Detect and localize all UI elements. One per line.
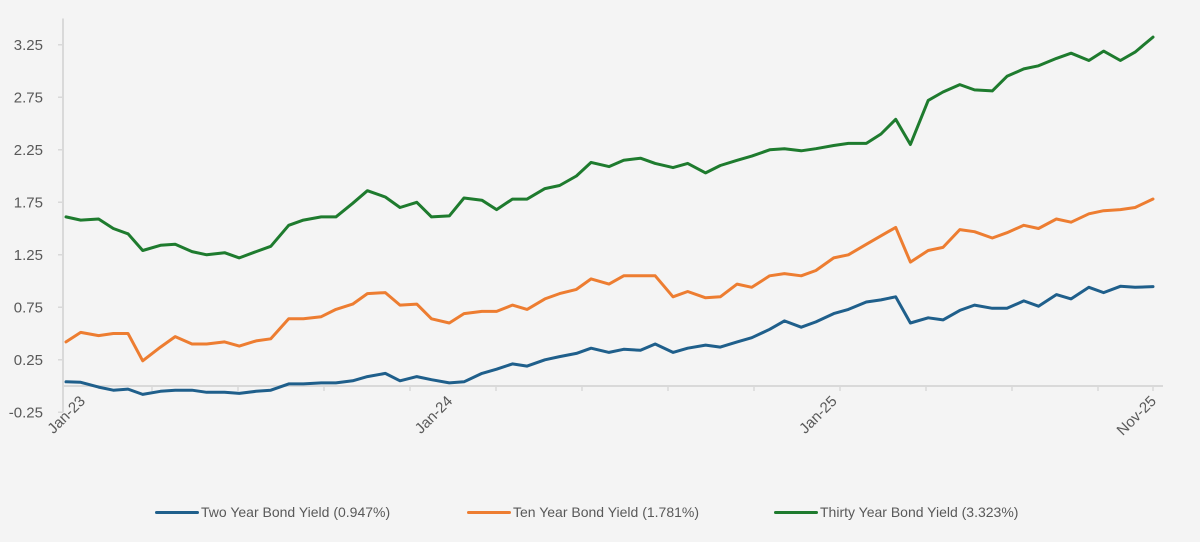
legend-label-thirty-year: Thirty Year Bond Yield (3.323%) <box>820 504 1019 520</box>
x-tick-label: Nov-25 <box>1114 393 1160 439</box>
x-tick-label: Jan-24 <box>412 393 456 437</box>
bond-yield-line-chart: 3.25 2.75 2.25 1.75 1.25 0.75 0.25 -0.25 Jan-23… <box>9 18 1163 439</box>
y-tick-label: -0.25 <box>9 404 43 421</box>
legend-item-thirty-year: Thirty Year Bond Yield (3.323%) <box>774 500 1018 524</box>
legend-swatch-ten-year <box>467 510 511 514</box>
legend-item-ten-year: Ten Year Bond Yield (1.781%) <box>467 500 699 524</box>
legend-item-two-year: Two Year Bond Yield (0.947%) <box>155 500 390 524</box>
series-line-thirty-year <box>64 35 1155 260</box>
axes <box>58 18 1163 413</box>
y-tick-label: 1.25 <box>14 247 43 264</box>
x-tick-label: Jan-23 <box>44 393 88 437</box>
y-axis-tick-labels: 3.25 2.75 2.25 1.75 1.25 0.75 0.25 -0.25 <box>9 37 43 422</box>
series-line-two-year <box>64 284 1155 396</box>
legend: Two Year Bond Yield (0.947%) Ten Year Bo… <box>0 500 1200 524</box>
series-lines <box>64 35 1155 396</box>
y-tick-label: 2.75 <box>14 89 43 106</box>
legend-swatch-thirty-year <box>774 510 818 514</box>
legend-swatch-two-year <box>155 510 199 514</box>
y-tick-label: 1.75 <box>14 194 43 211</box>
y-tick-label: 3.25 <box>14 37 43 54</box>
y-tick-label: 0.75 <box>14 299 43 316</box>
legend-label-two-year: Two Year Bond Yield (0.947%) <box>201 504 391 520</box>
y-tick-label: 2.25 <box>14 142 43 159</box>
y-tick-label: 0.25 <box>14 352 43 369</box>
legend-label-ten-year: Ten Year Bond Yield (1.781%) <box>513 504 700 520</box>
series-line-ten-year <box>64 197 1155 363</box>
x-tick-label: Jan-25 <box>796 393 840 437</box>
x-axis-tick-labels: Jan-23 Jan-24 Jan-25 Nov-25 <box>44 393 1159 439</box>
